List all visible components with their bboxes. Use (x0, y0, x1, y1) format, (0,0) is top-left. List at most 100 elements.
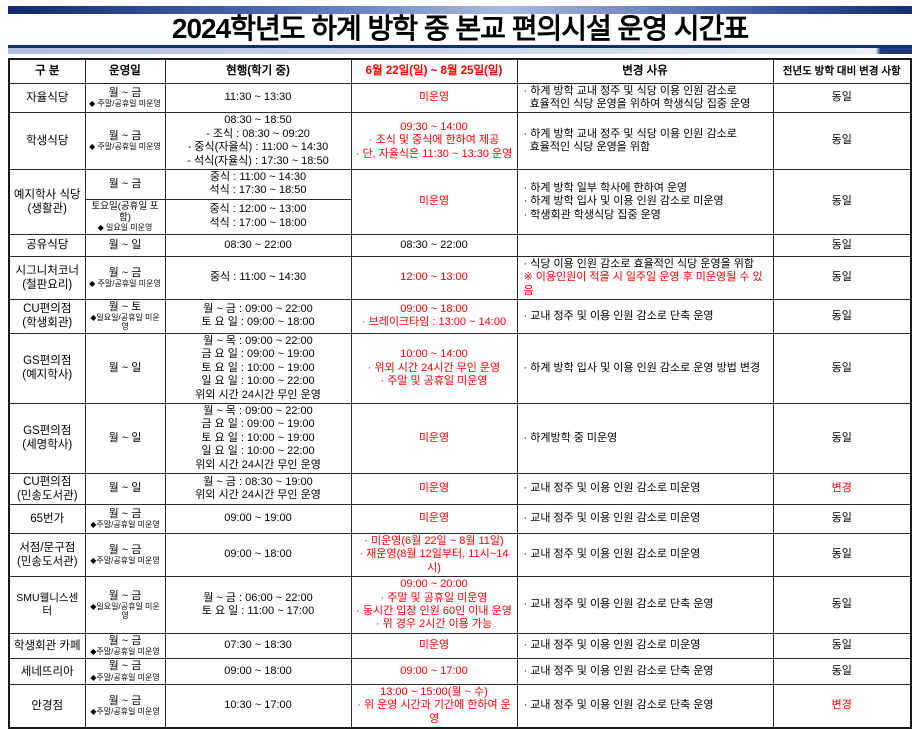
current-hours: 09:00 ~ 18:00 (164, 533, 352, 578)
operating-days-cell: 월 ~ 금 ◆주말/공휴일 미운영 (84, 632, 166, 660)
operating-days: 월 ~ 금 (108, 660, 142, 673)
vacation-hours: 08:30 ~ 22:00 (350, 233, 518, 257)
operating-days: 월 ~ 금 (108, 544, 142, 557)
table-row: 시그니처코너 (철판요리) 월 ~ 금 ◆ 주말/공휴일 미운영 중식 : 11… (8, 255, 912, 300)
header-row: 구 분 운영일 현행(학기 중) 6월 22일(일) ~ 8월 25일(일) 변… (8, 58, 912, 84)
current-hours: 중식 : 11:00 ~ 14:30 (164, 255, 352, 300)
operating-days-note: ◆ 주말/공휴일 미운영 (89, 99, 161, 109)
vacation-hours: 미운영 (350, 82, 518, 114)
change-reason-cell: · 하계 방학 입사 및 이용 인원 감소로 운영 방법 변경 (516, 332, 774, 404)
operating-days-note: ◆주말/공휴일 미운영 (90, 672, 160, 682)
operating-days-cell: 토요일(공휴일 포함) ◆ 일요일 미운영 (84, 198, 166, 235)
change-reason: · 교내 정주 및 이용 인원 감소로 미운영 (523, 512, 701, 525)
current-hours: 09:00 ~ 18:00 (164, 658, 352, 686)
vacation-hours: 09:00 ~ 20:00 · 주말 및 공휴일 미운영 · 동시간 입장 인원… (350, 576, 518, 634)
change-reason-cell: · 하계 방학 일부 학사에 한하여 운영 · 하계 방학 입사 및 이용 인원… (516, 168, 774, 235)
change-reason-cell: · 교내 정주 및 이용 인원 감소로 단축 운영 (516, 658, 774, 686)
prev-year-change: 동일 (772, 658, 912, 686)
prev-year-change: 동일 (772, 168, 912, 235)
change-reason: · 교내 정주 및 이용 인원 감소로 미운영 (523, 639, 701, 652)
header-reason: 변경 사유 (516, 58, 774, 84)
schedule-document: 2024학년도 하계 방학 중 본교 편의시설 운영 시간표 구 분 운영일 현… (0, 6, 920, 729)
operating-days: 월 ~ 일 (108, 431, 142, 444)
header-vacation-period: 6월 22일(일) ~ 8월 25일(일) (350, 58, 518, 84)
operating-days: 월 ~ 금 (108, 177, 142, 190)
current-hours: 중식 : 11:00 ~ 14:30 석식 : 17:30 ~ 18:50 (164, 168, 352, 200)
operating-days-cell: 월 ~ 일 (84, 332, 166, 404)
prev-year-change: 동일 (772, 332, 912, 404)
table-row: 예지학사 식당 (생활관) 월 ~ 금 중식 : 11:00 ~ 14:30 석… (8, 168, 912, 235)
facility-name: 65번가 (8, 504, 86, 535)
operating-days-note: ◆일요일/공휴일 미운영 (90, 601, 160, 620)
title-banner: 2024학년도 하계 방학 중 본교 편의시설 운영 시간표 (8, 6, 912, 54)
operating-days-note: ◆주말/공휴일 미운영 (90, 707, 160, 717)
change-reason: · 교내 정주 및 이용 인원 감소로 단축 운영 (523, 699, 714, 712)
change-reason-cell: · 하계방학 중 미운영 (516, 402, 774, 474)
operating-days: 월 ~ 일 (108, 361, 142, 374)
operating-days: 월 ~ 일 (108, 482, 142, 495)
change-reason: · 하계 방학 교내 정주 및 식당 이용 인원 감소로 효율적인 식당 운영을… (523, 127, 737, 154)
operating-days: 월 ~ 토 (108, 300, 142, 313)
vacation-hours: 10:00 ~ 14:00 · 위외 시간 24시간 무인 운영 · 주말 및 … (350, 332, 518, 404)
operating-days-cell: 월 ~ 금 ◆주말/공휴일 미운영 (84, 684, 166, 729)
operating-days-cell: 월 ~ 일 (84, 402, 166, 474)
change-reason-cell: · 교내 정주 및 이용 인원 감소로 미운영 (516, 472, 774, 506)
current-hours: 09:00 ~ 19:00 (164, 504, 352, 535)
vacation-hours: 12:00 ~ 13:00 (350, 255, 518, 300)
vacation-hours: 09:00 ~ 18:00 · 브레이크타임 : 13:00 ~ 14:00 (350, 298, 518, 334)
header-current: 현행(학기 중) (164, 58, 352, 84)
operating-days: 월 ~ 금 (108, 589, 142, 602)
operating-days-cell: 월 ~ 금 ◆ 주말/공휴일 미운영 (84, 255, 166, 300)
vacation-hours: 미운영 (350, 168, 518, 235)
facility-name: 학생식당 (8, 112, 86, 170)
header-days: 운영일 (84, 58, 166, 84)
table-row: 세네뜨리아 월 ~ 금 ◆주말/공휴일 미운영 09:00 ~ 18:00 09… (8, 658, 912, 686)
operating-days-note: ◆일요일/공휴일 미운영 (90, 313, 160, 332)
prev-year-change: 동일 (772, 82, 912, 114)
prev-year-change: 동일 (772, 533, 912, 578)
operating-days-cell: 월 ~ 금 (84, 168, 166, 200)
operating-days-note: ◆ 주말/공휴일 미운영 (89, 279, 161, 289)
change-reason: · 교내 정주 및 이용 인원 감소로 단축 운영 (523, 598, 714, 611)
facility-name: CU편의점 (학생회관) (8, 298, 86, 334)
vacation-hours: 09:30 ~ 14:00 · 조식 및 중식에 한하여 제공 · 단, 자율식… (350, 112, 518, 170)
operating-days: 월 ~ 금 (108, 266, 142, 279)
change-reason-note: ※ 이용인원이 적을 시 일주일 운영 후 미운영될 수 있음 (523, 271, 763, 297)
vacation-hours: 미운영 (350, 472, 518, 506)
vacation-hours: 미운영 (350, 632, 518, 660)
operating-days-cell: 월 ~ 금 ◆일요일/공휴일 미운영 (84, 576, 166, 634)
prev-year-change: 동일 (772, 298, 912, 334)
facility-name: SMU웰니스센터 (8, 576, 86, 634)
table-row: SMU웰니스센터 월 ~ 금 ◆일요일/공휴일 미운영 월 ~ 금 : 06:0… (8, 576, 912, 634)
vacation-hours: 미운영 (350, 504, 518, 535)
facility-name: GS편의점 (세명학사) (8, 402, 86, 474)
prev-year-change: 동일 (772, 112, 912, 170)
change-reason-cell: · 교내 정주 및 이용 인원 감소로 단축 운영 (516, 298, 774, 334)
change-reason: · 하계 방학 입사 및 이용 인원 감소로 운영 방법 변경 (523, 361, 761, 374)
operating-days-note: ◆ 주말/공휴일 미운영 (89, 142, 161, 152)
change-reason: · 교내 정주 및 이용 인원 감소로 단축 운영 (523, 664, 714, 677)
change-reason: · 교내 정주 및 이용 인원 감소로 미운영 (523, 548, 701, 561)
facility-name: 안경점 (8, 684, 86, 729)
banner-bottom-bar (8, 45, 912, 54)
operating-days: 월 ~ 금 (108, 130, 142, 143)
change-reason-cell: · 교내 정주 및 이용 인원 감소로 미운영 (516, 533, 774, 578)
current-hours: 08:30 ~ 18:50 - 조식 : 08:30 ~ 09:20 - 중식(… (164, 112, 352, 170)
change-reason: · 식당 이용 인원 감소로 효율적인 식당 운영을 위함 (523, 257, 755, 270)
change-reason: · 교내 정주 및 이용 인원 감소로 미운영 (523, 482, 701, 495)
change-reason: · 하계 방학 교내 정주 및 식당 이용 인원 감소로 효율적인 식당 운영을… (523, 84, 751, 110)
change-reason-cell: · 식당 이용 인원 감소로 효율적인 식당 운영을 위함 ※ 이용인원이 적을… (516, 255, 774, 300)
facility-name: 학생회관 카페 (8, 632, 86, 660)
current-hours: 월 ~ 금 : 06:00 ~ 22:00 토 요 일 : 11:00 ~ 17… (164, 576, 352, 634)
prev-year-change: 동일 (772, 255, 912, 300)
current-hours: 10:30 ~ 17:00 (164, 684, 352, 729)
facility-name: 예지학사 식당 (생활관) (8, 168, 86, 235)
operating-days: 월 ~ 일 (108, 238, 142, 251)
current-hours: 월 ~ 금 : 09:00 ~ 22:00 토 요 일 : 09:00 ~ 18… (164, 298, 352, 334)
change-reason-cell (516, 233, 774, 257)
prev-year-change: 동일 (772, 504, 912, 535)
operating-days-cell: 월 ~ 금 ◆주말/공휴일 미운영 (84, 504, 166, 535)
table-row: 서점/문구점 (민송도서관) 월 ~ 금 ◆주말/공휴일 미운영 09:00 ~… (8, 533, 912, 578)
operating-days: 월 ~ 금 (108, 634, 142, 647)
banner-top-bar (8, 6, 912, 14)
